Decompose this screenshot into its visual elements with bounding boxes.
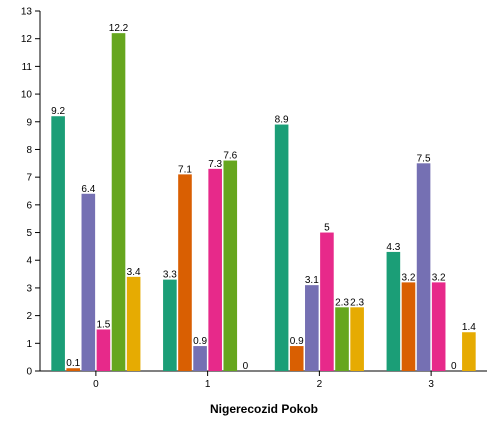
bar: [51, 116, 65, 371]
data-label: 8.9: [275, 115, 289, 126]
data-label: 7.1: [178, 164, 192, 175]
y-tick-label: 9: [26, 117, 32, 128]
x-tick-label: 3: [428, 379, 434, 390]
y-tick-label: 10: [21, 90, 33, 101]
y-tick-label: 3: [26, 283, 32, 294]
data-label: 0.1: [66, 358, 80, 369]
bar: [193, 346, 207, 371]
data-label: 3.1: [305, 275, 319, 286]
y-tick-label: 5: [26, 228, 32, 239]
data-labels: 9.2 0.1 6.4 1.5 12.2 3.4 3.3 7.1 0.9 7.37.6 0 8.9 0.…: [51, 23, 476, 372]
data-label: 5: [324, 223, 330, 234]
bars: [51, 33, 476, 372]
bar: [178, 174, 192, 371]
y-tick-label: 0: [26, 367, 32, 378]
data-label: 3.2: [432, 272, 446, 283]
data-label: 12.2: [109, 23, 129, 34]
data-label: 0: [451, 361, 457, 372]
y-tick-label: 11: [22, 62, 33, 73]
bar: [305, 285, 319, 371]
bar: [462, 332, 476, 371]
bar: [81, 193, 96, 371]
data-label: 2.3: [350, 297, 364, 308]
data-label: 7.5: [417, 153, 431, 164]
bar: [289, 346, 304, 371]
bar: [96, 329, 111, 371]
data-label: 3.2: [402, 272, 416, 283]
bar: [401, 282, 416, 371]
x-axis: 0 1 2 3: [40, 370, 487, 390]
y-tick-label: 13: [21, 7, 33, 18]
data-label: 2.3: [335, 297, 349, 308]
bar: [335, 307, 349, 371]
data-label: 7.6: [223, 151, 237, 162]
x-axis-title: Nigerecozid Pokob: [210, 402, 318, 416]
bar: [274, 124, 289, 372]
bar: [66, 368, 81, 371]
data-label: 0.9: [193, 336, 207, 347]
bar: [126, 276, 141, 371]
x-tick-label: 1: [205, 379, 211, 390]
y-tick-label: 12: [21, 34, 33, 45]
y-tick-label: 6: [26, 200, 32, 211]
bar: [416, 163, 431, 371]
bar: [320, 232, 334, 371]
data-label: 1.4: [462, 322, 476, 333]
data-label: 3.4: [127, 267, 141, 278]
bar: [350, 307, 364, 371]
bar: [223, 160, 238, 371]
y-tick-label: 1: [26, 339, 32, 350]
bar: [431, 282, 446, 371]
data-label: 4.3: [386, 242, 400, 253]
data-label: 6.4: [81, 184, 95, 195]
y-tick-label: 2: [26, 311, 32, 322]
data-label: 3.3: [163, 270, 177, 281]
data-label: 1.5: [96, 319, 110, 330]
data-label: 7.3: [208, 159, 222, 170]
data-label: 0.9: [290, 336, 304, 347]
bar: [208, 168, 222, 371]
data-label: 0: [243, 361, 249, 372]
bar: [111, 33, 126, 372]
y-tick-label: 7: [26, 173, 32, 184]
y-tick-label: 4: [26, 256, 32, 267]
bar: [386, 251, 401, 371]
x-tick-label: 0: [93, 379, 99, 390]
y-tick-label: 8: [26, 145, 32, 156]
x-tick-label: 2: [317, 379, 323, 390]
data-label: 9.2: [51, 106, 65, 117]
bar: [163, 279, 177, 371]
